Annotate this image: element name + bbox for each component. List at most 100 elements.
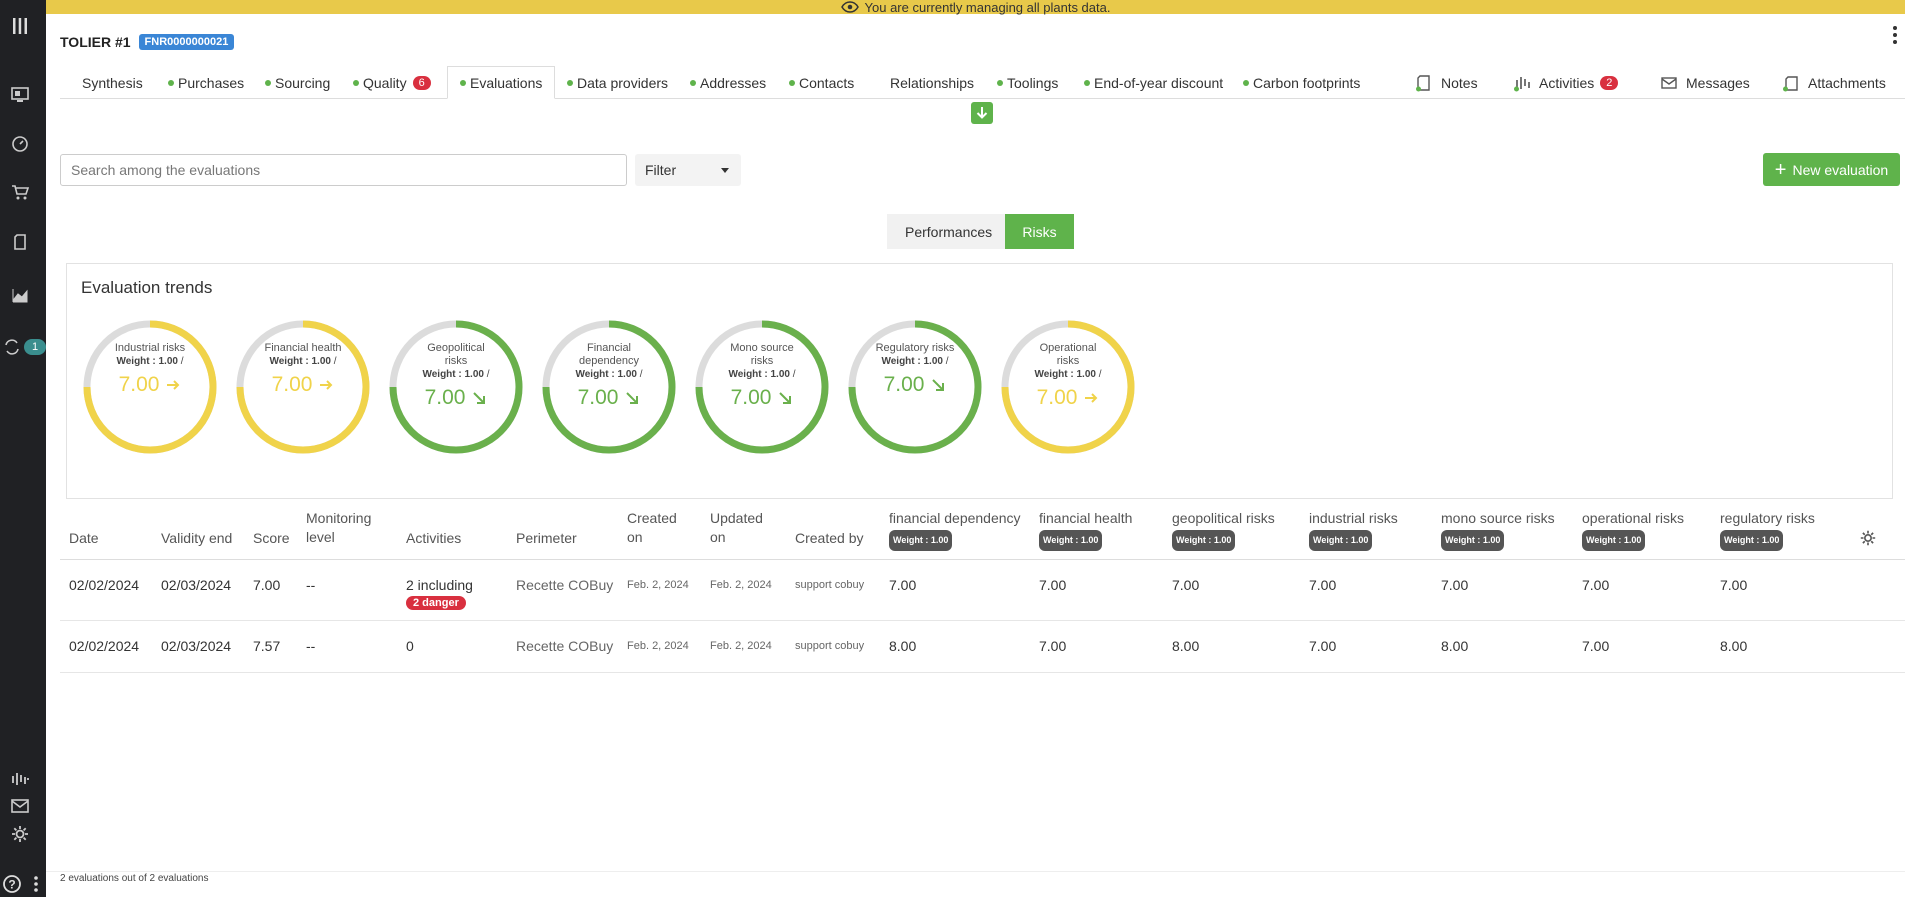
trend-gauge[interactable]: Industrial risks Weight : 1.00 / 7.00 [81,318,219,456]
tab-sourcing[interactable]: Sourcing [265,66,330,99]
download-button[interactable] [971,102,993,124]
tab-data-providers[interactable]: Data providers [567,66,668,99]
status-dot [997,79,1003,86]
col-updated-on[interactable]: Updated on [710,510,763,545]
help-icon[interactable]: ? [0,872,24,896]
tab-quality[interactable]: Quality 6 [353,66,431,99]
trend-gauge[interactable]: Regulatory risks Weight : 1.00 / 7.00 [846,318,984,456]
tab-notes[interactable]: Notes [1415,66,1478,99]
danger-badge[interactable]: 2 danger [406,596,466,610]
page-title: TOLIER #1 [60,34,131,50]
cell-created-on: Feb. 2, 2024 [627,579,689,591]
column-settings-icon[interactable] [1859,529,1877,547]
tab-contacts[interactable]: Contacts [789,66,854,99]
col-industrial-risks[interactable]: industrial risks Weight : 1.00 [1309,509,1398,551]
tab-label: Notes [1441,74,1478,91]
gauge-score: 7.00 [272,373,335,397]
table-row[interactable]: 02/02/2024 02/03/2024 7.00 -- 2 includin… [60,560,1905,621]
trend-gauge[interactable]: Geopolitical risks Weight : 1.00 / 7.00 [387,318,525,456]
cell-financial-health: 7.00 [1039,577,1067,593]
tab-end-of-year-discount[interactable]: End-of-year discount [1084,66,1223,99]
risks-toggle[interactable]: Risks [1005,214,1074,249]
performances-toggle[interactable]: Performances [887,214,1005,249]
search-input[interactable] [60,154,627,186]
cell-score: 7.00 [253,577,281,593]
tab-relationships[interactable]: Relationships [890,66,974,99]
document-icon[interactable] [8,230,32,254]
table-row[interactable]: 02/02/2024 02/03/2024 7.57 -- 0 Recette … [60,621,1905,673]
arrow-down-right-icon [473,392,486,404]
dashboard-icon[interactable] [8,83,32,107]
tab-toolings[interactable]: Toolings [997,66,1058,99]
trend-gauge[interactable]: Operational risks Weight : 1.00 / 7.00 [999,318,1137,456]
cart-icon[interactable] [8,180,32,204]
more-icon[interactable] [24,872,48,896]
arrow-down-icon [976,107,988,119]
tab-addresses[interactable]: Addresses [690,66,766,99]
new-evaluation-label: New evaluation [1792,161,1889,178]
menu-icon[interactable] [8,14,32,38]
messages-icon [1661,76,1677,89]
arrow-right-icon [1085,393,1098,403]
gauge-content: Financial health Weight : 1.00 / 7.00 [234,318,372,456]
col-date[interactable]: Date [69,530,99,546]
page-options-icon[interactable] [1893,26,1899,44]
tab-attachments[interactable]: Attachments [1782,66,1886,99]
tab-label: Data providers [577,74,669,91]
status-dot [353,79,359,86]
chart-icon[interactable] [8,283,32,307]
tab-label: Toolings [1007,74,1059,91]
caret-down-icon [721,167,729,173]
col-regulatory-risks[interactable]: regulatory risks Weight : 1.00 [1720,509,1815,551]
col-activities[interactable]: Activities [406,530,462,546]
cell-date: 02/02/2024 [69,577,140,593]
tab-evaluations[interactable]: Evaluations [447,66,556,99]
gauge-ring [695,320,829,454]
cell-geopolitical-risks: 8.00 [1172,638,1200,654]
col-geopolitical-risks[interactable]: geopolitical risks Weight : 1.00 [1172,509,1275,551]
cell-financial-dependency: 7.00 [889,577,917,593]
tab-synthesis[interactable]: Synthesis [82,66,143,99]
col-validity-end[interactable]: Validity end [161,530,233,546]
cell-financial-health: 7.00 [1039,638,1067,654]
col-label: financial health [1039,510,1133,526]
notes-icon [1416,74,1430,91]
mail-icon[interactable] [8,794,32,818]
col-perimeter[interactable]: Perimeter [516,530,577,546]
tab-label: Relationships [890,74,975,91]
gauge-icon[interactable] [8,132,32,156]
tab-purchases[interactable]: Purchases [168,66,244,99]
tab-carbon-footprints[interactable]: Carbon footprints [1243,66,1360,99]
tab-messages[interactable]: Messages [1660,66,1750,99]
status-dot [690,79,696,86]
gauge-content: Financial dependency Weight : 1.00 / 7.00 [540,318,678,456]
col-financial-dependency[interactable]: financial dependency Weight : 1.00 [889,509,1021,551]
tab-activities[interactable]: Activities 2 [1513,66,1619,99]
cell-geopolitical-risks: 7.00 [1172,577,1200,593]
tab-label: Addresses [700,74,767,91]
col-financial-health[interactable]: financial health Weight : 1.00 [1039,509,1132,551]
cell-created-by: support cobuy [795,640,865,652]
cell-created-by: support cobuy [795,579,865,591]
col-created-on[interactable]: Created on [627,510,677,545]
gauge-name: Geopolitical risks [427,342,485,367]
filter-dropdown[interactable]: Filter [635,154,741,186]
trend-gauge[interactable]: Financial dependency Weight : 1.00 / 7.00 [540,318,678,456]
new-evaluation-button[interactable]: + New evaluation [1763,153,1900,186]
tab-label: Attachments [1808,74,1886,91]
col-score[interactable]: Score [253,530,290,546]
trend-gauge[interactable]: Mono source risks Weight : 1.00 / 7.00 [693,318,831,456]
col-monitoring-level[interactable]: Monitoring level [306,510,372,545]
gauge-weight: Weight : 1.00 / [575,369,643,380]
col-operational-risks[interactable]: operational risks Weight : 1.00 [1582,509,1684,551]
col-mono-source-risks[interactable]: mono source risks Weight : 1.00 [1441,509,1555,551]
banner-text: You are currently managing all plants da… [864,0,1111,15]
sync-icon[interactable] [0,335,24,359]
activity-icon[interactable] [8,767,32,791]
col-created-by[interactable]: Created by [795,530,864,546]
trend-gauge[interactable]: Financial health Weight : 1.00 / 7.00 [234,318,372,456]
settings-icon[interactable] [8,822,32,846]
gauge-weight-value: Weight : 1.00 [575,369,637,380]
cell-operational-risks: 7.00 [1582,638,1610,654]
weight-badge: Weight : 1.00 [1039,530,1103,551]
